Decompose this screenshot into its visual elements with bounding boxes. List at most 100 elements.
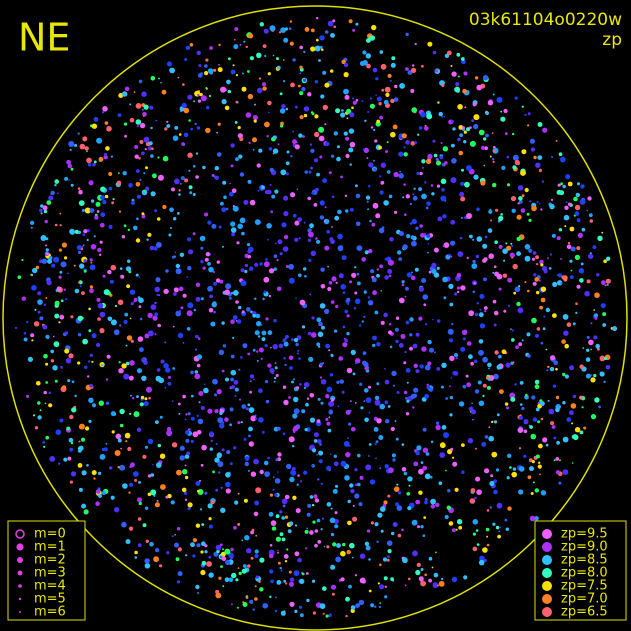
star <box>185 554 188 557</box>
star <box>45 334 50 339</box>
star <box>405 32 409 37</box>
star <box>485 527 490 532</box>
star <box>575 311 578 314</box>
star <box>200 95 207 102</box>
star <box>349 163 352 166</box>
star <box>275 374 279 377</box>
star <box>380 529 384 533</box>
star <box>60 299 64 303</box>
star <box>104 121 109 125</box>
star <box>181 102 187 108</box>
star <box>534 516 539 521</box>
star <box>301 572 305 576</box>
star <box>468 310 475 317</box>
star <box>261 337 266 342</box>
star <box>294 144 300 150</box>
star <box>233 446 237 450</box>
star <box>358 599 365 606</box>
star <box>248 434 251 438</box>
star <box>45 381 49 384</box>
star <box>88 307 91 311</box>
star <box>217 122 221 126</box>
star <box>264 471 270 477</box>
star <box>377 512 383 518</box>
star <box>325 394 330 399</box>
star <box>398 173 404 179</box>
star <box>430 440 434 443</box>
star <box>553 459 556 462</box>
star <box>288 521 294 526</box>
star <box>277 551 279 554</box>
star <box>421 166 425 169</box>
star <box>261 185 265 189</box>
star <box>303 382 310 388</box>
star <box>331 226 333 228</box>
star <box>349 409 352 412</box>
star <box>30 273 34 277</box>
star <box>334 511 338 515</box>
star <box>316 454 318 456</box>
star <box>171 187 175 192</box>
star <box>588 339 594 346</box>
star <box>420 111 426 118</box>
star <box>277 143 280 146</box>
star <box>388 274 392 278</box>
star <box>369 97 372 100</box>
star <box>410 89 415 93</box>
star <box>523 454 527 458</box>
star <box>340 175 343 179</box>
star <box>396 391 400 394</box>
star <box>194 370 198 374</box>
star <box>156 368 161 372</box>
star <box>246 548 252 554</box>
star <box>241 86 247 92</box>
star <box>201 444 207 451</box>
star <box>70 441 74 445</box>
star <box>79 263 85 269</box>
star <box>231 385 236 389</box>
star <box>446 50 452 56</box>
star <box>105 146 110 151</box>
star <box>311 191 315 195</box>
star <box>293 213 297 218</box>
star <box>147 312 153 319</box>
star <box>530 492 534 495</box>
star <box>363 147 369 153</box>
star <box>192 232 196 236</box>
star <box>470 488 476 493</box>
star <box>335 484 338 488</box>
star <box>310 28 315 33</box>
star <box>225 377 229 382</box>
star <box>204 71 209 76</box>
star <box>349 483 354 488</box>
star <box>267 363 272 368</box>
zp-label: zp=8.0 <box>561 566 608 581</box>
star <box>70 167 74 171</box>
star <box>299 72 302 75</box>
star <box>429 347 434 353</box>
star <box>372 343 376 348</box>
star <box>128 375 134 381</box>
star <box>81 503 87 509</box>
star <box>294 609 298 614</box>
star <box>528 458 533 463</box>
star <box>267 111 270 114</box>
star <box>379 115 383 120</box>
star <box>230 319 235 325</box>
star <box>249 390 253 394</box>
star <box>379 563 382 567</box>
star <box>269 569 274 574</box>
star <box>91 403 97 408</box>
star <box>457 137 461 142</box>
star <box>250 556 254 560</box>
star <box>224 577 230 582</box>
star <box>384 379 390 385</box>
star <box>567 241 571 245</box>
star <box>423 516 427 519</box>
star <box>119 423 124 428</box>
star <box>299 115 304 120</box>
star <box>214 457 220 463</box>
magnitude-symbol <box>19 611 21 613</box>
star <box>468 354 473 360</box>
star <box>49 456 56 462</box>
